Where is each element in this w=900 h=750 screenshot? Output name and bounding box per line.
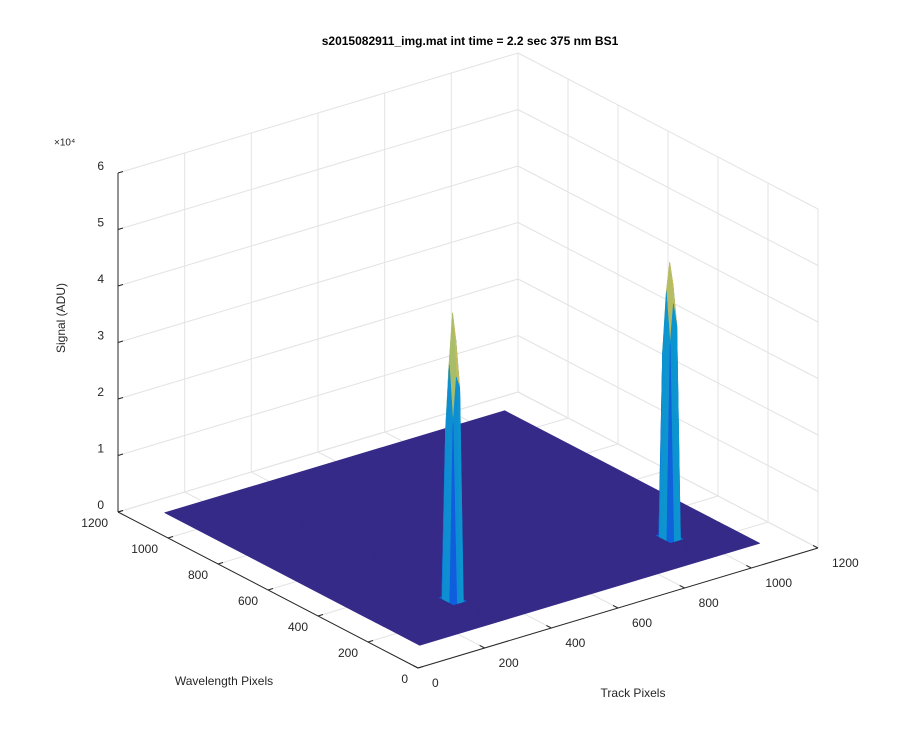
y-tick-label: 1000 bbox=[131, 542, 158, 556]
wall-grid-line bbox=[117, 109, 519, 230]
wall-grid-line bbox=[517, 165, 819, 323]
y-tick-label: 0 bbox=[401, 672, 408, 686]
z-tick bbox=[117, 284, 124, 287]
x-tick-label: 600 bbox=[632, 616, 652, 630]
y-tick bbox=[217, 562, 224, 565]
wall-grid-line bbox=[517, 109, 819, 266]
y-tick bbox=[317, 614, 324, 617]
wall-grid-line bbox=[517, 52, 819, 210]
z-tick-label: 3 bbox=[97, 329, 104, 343]
z-scale-label: ×10⁴ bbox=[54, 138, 75, 149]
x-tick-label: 0 bbox=[432, 676, 439, 690]
z-tick-label: 5 bbox=[97, 216, 104, 230]
y-tick-label: 600 bbox=[238, 594, 258, 608]
x-tick bbox=[546, 624, 552, 629]
x-tick bbox=[479, 644, 485, 649]
wall-grid-line bbox=[117, 222, 519, 343]
x-tick-label: 1200 bbox=[832, 556, 859, 570]
y-tick bbox=[167, 536, 174, 539]
z-axis-label: Signal (ADU) bbox=[54, 283, 68, 353]
y-tick bbox=[267, 588, 274, 591]
z-tick-label: 6 bbox=[97, 159, 104, 173]
wall-grid-line bbox=[117, 165, 519, 287]
chart-title: s2015082911_img.mat int time = 2.2 sec 3… bbox=[322, 34, 619, 48]
z-tick bbox=[117, 510, 124, 513]
surface-layer bbox=[164, 262, 761, 646]
y-tick-label: 400 bbox=[288, 620, 308, 634]
axis-layer: 0200400600800100012000200400600800100012… bbox=[81, 159, 859, 690]
y-tick bbox=[367, 640, 374, 643]
y-tick-label: 200 bbox=[338, 646, 358, 660]
z-tick-label: 0 bbox=[97, 498, 104, 512]
wall-grid-line bbox=[117, 52, 519, 174]
y-tick-label: 1200 bbox=[81, 516, 108, 530]
x-tick-label: 1000 bbox=[765, 576, 792, 590]
z-tick-label: 4 bbox=[97, 272, 104, 286]
z-tick-label: 2 bbox=[97, 385, 104, 399]
x-tick-label: 800 bbox=[699, 596, 719, 610]
x-tick bbox=[412, 664, 419, 669]
x-axis-label: Track Pixels bbox=[601, 686, 666, 700]
z-tick-label: 1 bbox=[97, 442, 104, 456]
y-axis-label: Wavelength Pixels bbox=[175, 674, 273, 688]
x-tick-label: 200 bbox=[499, 656, 519, 670]
x-tick bbox=[746, 564, 752, 569]
z-tick bbox=[117, 227, 124, 230]
z-tick bbox=[117, 397, 124, 400]
z-tick bbox=[117, 453, 124, 456]
x-tick-label: 400 bbox=[565, 636, 585, 650]
y-tick-label: 800 bbox=[188, 568, 208, 582]
y-tick bbox=[417, 666, 424, 669]
wall-grid-line bbox=[117, 278, 519, 400]
x-tick bbox=[612, 604, 619, 609]
x-tick bbox=[812, 544, 819, 549]
x-tick bbox=[679, 584, 685, 589]
z-tick bbox=[117, 340, 124, 343]
surface-patch bbox=[386, 607, 491, 646]
z-tick bbox=[117, 171, 124, 174]
